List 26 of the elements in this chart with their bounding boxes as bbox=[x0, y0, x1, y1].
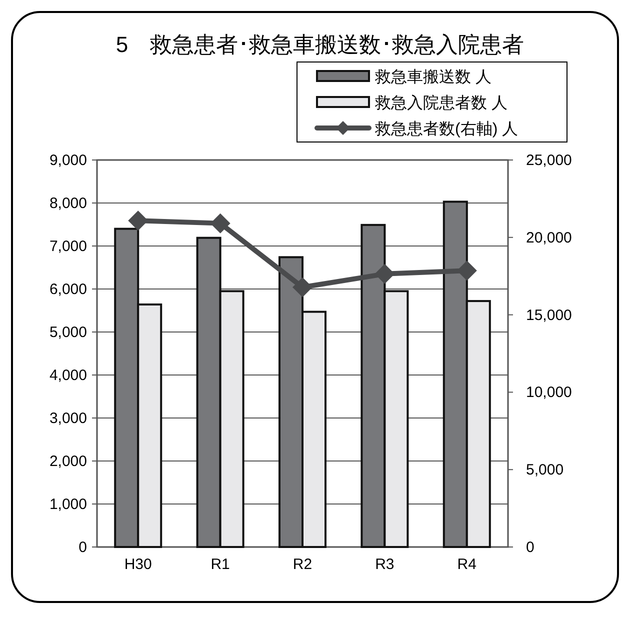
y2-tick-label: 20,000 bbox=[526, 229, 572, 246]
y-tick-label: 4,000 bbox=[49, 367, 87, 384]
y-tick-label: 9,000 bbox=[49, 152, 87, 169]
y2-tick-label: 25,000 bbox=[526, 152, 572, 169]
y-tick-label: 2,000 bbox=[49, 453, 87, 470]
x-tick-label: R2 bbox=[292, 556, 312, 573]
y2-tick-label: 0 bbox=[526, 539, 534, 556]
legend-label: 救急患者数(右軸) 人 bbox=[374, 120, 518, 138]
y2-tick-label: 10,000 bbox=[526, 384, 572, 402]
point bbox=[292, 277, 312, 298]
y-tick-label: 0 bbox=[78, 539, 87, 556]
y-tick-label: 1,000 bbox=[49, 496, 87, 513]
y-tick-label: 7,000 bbox=[49, 238, 87, 255]
y-tick-label: 8,000 bbox=[49, 195, 87, 212]
legend-label: 救急入院患者数 人 bbox=[374, 94, 508, 112]
y-tick-label: 6,000 bbox=[49, 281, 87, 298]
y-tick-label: 3,000 bbox=[49, 410, 87, 427]
y2-tick-label: 5,000 bbox=[526, 462, 564, 479]
x-tick-label: H30 bbox=[124, 556, 152, 573]
legend-label: 救急車搬送数 人 bbox=[374, 68, 492, 86]
x-tick-label: R4 bbox=[457, 556, 476, 573]
x-tick-label: R1 bbox=[210, 556, 230, 573]
x-tick-label: R3 bbox=[375, 556, 394, 573]
y2-tick-label: 15,000 bbox=[526, 306, 572, 324]
y-tick-label: 5,000 bbox=[49, 324, 87, 341]
chart-title: 5 救急患者･救急車搬送数･救急入院患者 bbox=[116, 32, 524, 57]
